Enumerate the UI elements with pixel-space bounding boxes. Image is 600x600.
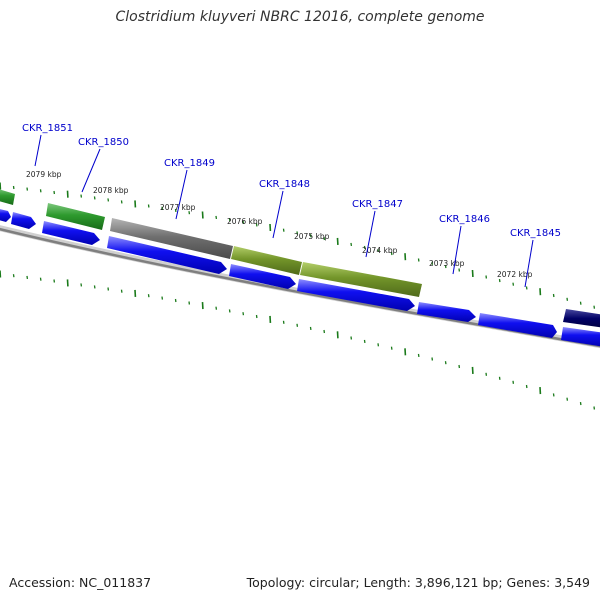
gene-feature-gray[interactable] <box>110 218 233 259</box>
cds-arrow-4[interactable] <box>229 264 296 289</box>
cds-arrow-2[interactable] <box>42 221 100 245</box>
gene-feature-green-left[interactable] <box>0 188 15 205</box>
kbp-label: 2079 kbp <box>26 170 62 179</box>
accession-text: Accession: NC_011837 <box>9 575 152 590</box>
gene-feature-green[interactable] <box>46 203 105 230</box>
gene-feature-olive-2[interactable] <box>300 262 422 297</box>
inner-tick-row <box>0 270 596 410</box>
gene-label[interactable]: CKR_1847 <box>352 199 403 210</box>
gene-feature-olive-1[interactable] <box>231 246 302 275</box>
cds-features <box>0 208 600 347</box>
kbp-label: 2075 kbp <box>294 232 330 241</box>
genome-summary-text: Topology: circular; Length: 3,896,121 bp… <box>246 575 590 590</box>
gene-label[interactable]: CKR_1851 <box>22 123 73 134</box>
gene-label[interactable]: CKR_1846 <box>439 214 490 225</box>
gene-label[interactable]: CKR_1849 <box>164 158 215 169</box>
gene-label[interactable]: CKR_1848 <box>259 179 310 190</box>
kbp-label: 2072 kbp <box>497 270 533 279</box>
cds-arrow-3[interactable] <box>107 236 227 274</box>
cds-arrow-5[interactable] <box>297 279 415 311</box>
map-title: Clostridium kluyveri NBRC 12016, complet… <box>115 9 485 25</box>
kbp-label: 2077 kbp <box>160 203 196 212</box>
cds-arrow-1[interactable] <box>11 212 36 229</box>
locus-labels: CKR_1851 CKR_1850 CKR_1849 CKR_1848 CKR_… <box>22 123 561 239</box>
cds-arrow-0[interactable] <box>0 208 11 222</box>
cds-arrow-8[interactable] <box>561 327 600 347</box>
kbp-label: 2078 kbp <box>93 186 129 195</box>
gene-feature-navy[interactable] <box>563 309 600 328</box>
gene-label[interactable]: CKR_1845 <box>510 228 561 239</box>
cds-arrow-6[interactable] <box>417 302 476 322</box>
kbp-label: 2073 kbp <box>429 259 465 268</box>
kbp-labels: 2079 kbp 2078 kbp 2077 kbp 2076 kbp 2075… <box>26 170 533 279</box>
locus-leaders <box>34 134 534 288</box>
forward-strand-features <box>0 188 600 328</box>
gene-label[interactable]: CKR_1850 <box>78 137 129 148</box>
kbp-label: 2074 kbp <box>362 246 398 255</box>
outer-tick-row <box>0 182 596 309</box>
cds-arrow-7[interactable] <box>478 313 557 338</box>
kbp-label: 2076 kbp <box>227 217 263 226</box>
